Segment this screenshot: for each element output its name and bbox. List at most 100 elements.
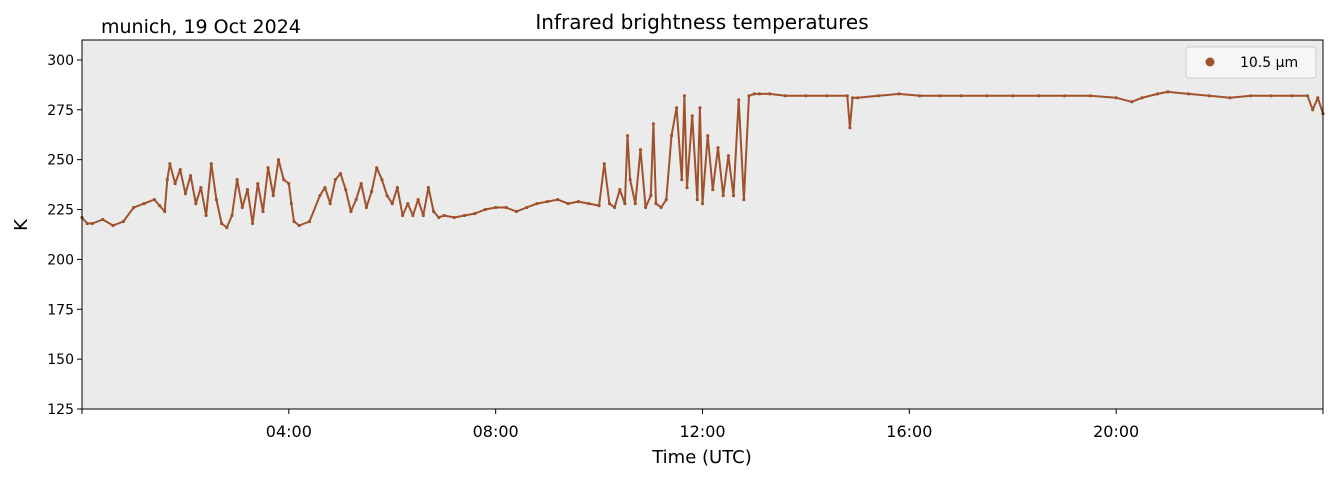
- data-point: [380, 178, 384, 182]
- x-axis-label: Time (UTC): [651, 447, 752, 468]
- data-point: [483, 207, 487, 212]
- data-point: [385, 194, 389, 198]
- legend-entry-label: 10.5 µm: [1240, 55, 1298, 71]
- data-point: [804, 94, 808, 98]
- y-tick-label-275: 275: [47, 103, 74, 119]
- data-point: [1114, 96, 1118, 100]
- series-points-0: [80, 90, 1325, 230]
- data-point: [426, 186, 430, 190]
- data-point: [199, 186, 203, 190]
- data-point: [711, 188, 715, 192]
- data-point: [675, 106, 679, 110]
- data-point: [897, 92, 901, 96]
- data-point: [566, 202, 570, 206]
- y-tick-label-175: 175: [47, 302, 74, 318]
- data-point: [256, 182, 260, 186]
- data-point: [463, 213, 467, 218]
- data-point: [602, 162, 606, 166]
- data-point: [625, 134, 630, 138]
- data-point: [287, 182, 291, 186]
- x-tick-label-0: 04:00: [266, 422, 312, 441]
- y-axis-label: K: [11, 218, 32, 231]
- data-point: [651, 122, 656, 126]
- x-tick-label-2: 12:00: [679, 422, 725, 441]
- data-point: [401, 213, 405, 218]
- series-line-0: [81, 90, 1324, 229]
- data-point: [318, 194, 322, 198]
- plot-area: [82, 40, 1323, 409]
- series-layer: [80, 90, 1325, 230]
- data-point: [682, 94, 687, 98]
- data-point: [276, 158, 281, 162]
- legend-marker: [1205, 57, 1215, 67]
- data-point: [721, 194, 725, 198]
- data-point: [1155, 92, 1160, 96]
- data-point: [644, 205, 648, 210]
- data-point: [504, 205, 508, 210]
- data-point: [432, 209, 436, 214]
- data-point: [111, 223, 115, 228]
- data-point: [825, 94, 829, 98]
- data-point: [204, 213, 208, 218]
- data-point: [607, 202, 612, 206]
- data-point: [768, 92, 772, 96]
- y-axis: 125 150 175 200 225 250 275 300: [47, 53, 82, 418]
- y-tick-label-125: 125: [47, 402, 74, 418]
- data-point: [628, 178, 632, 182]
- data-point: [411, 213, 415, 218]
- data-point: [1088, 94, 1092, 98]
- legend-box: [1185, 46, 1317, 79]
- data-point: [375, 166, 379, 170]
- data-point: [189, 174, 193, 178]
- data-point: [354, 198, 358, 202]
- data-point: [747, 94, 751, 98]
- y-tick-label-225: 225: [47, 203, 74, 219]
- data-point: [168, 162, 172, 166]
- data-point: [698, 106, 702, 110]
- data-point: [261, 209, 265, 214]
- data-point: [163, 209, 167, 214]
- data-point: [121, 219, 125, 224]
- data-point: [1316, 96, 1320, 100]
- data-point: [618, 188, 622, 192]
- data-point: [292, 219, 296, 224]
- data-point: [1269, 94, 1273, 98]
- data-point: [654, 202, 658, 206]
- data-point: [845, 94, 849, 98]
- x-tick-label-3: 16:00: [886, 422, 932, 441]
- data-point: [173, 182, 177, 186]
- data-point: [737, 98, 741, 102]
- y-tick-label-250: 250: [47, 153, 74, 169]
- data-point: [525, 205, 529, 210]
- data-point: [959, 94, 963, 98]
- data-point: [220, 221, 224, 226]
- data-point: [556, 198, 560, 202]
- data-point: [251, 221, 255, 226]
- data-point: [742, 198, 746, 202]
- data-point: [101, 217, 105, 222]
- data-point: [783, 94, 787, 98]
- data-point: [344, 188, 348, 192]
- data-point: [918, 94, 922, 98]
- data-point: [633, 202, 637, 206]
- data-point: [1290, 94, 1294, 98]
- data-point: [359, 182, 363, 186]
- data-point: [494, 205, 498, 210]
- data-point: [848, 126, 852, 130]
- data-point: [985, 94, 989, 98]
- data-point: [245, 188, 250, 192]
- data-point: [158, 204, 162, 208]
- data-point: [437, 215, 441, 220]
- data-point: [1166, 90, 1170, 94]
- legend: 10.5 µm: [1185, 46, 1317, 79]
- data-point: [370, 190, 374, 194]
- data-point: [416, 198, 420, 202]
- data-point: [178, 168, 182, 172]
- data-point: [90, 221, 94, 226]
- data-point: [230, 213, 234, 218]
- data-point: [680, 178, 684, 182]
- x-tick-label-1: 08:00: [473, 422, 519, 441]
- data-point: [1207, 94, 1211, 98]
- data-point: [938, 94, 943, 98]
- data-point: [623, 202, 627, 206]
